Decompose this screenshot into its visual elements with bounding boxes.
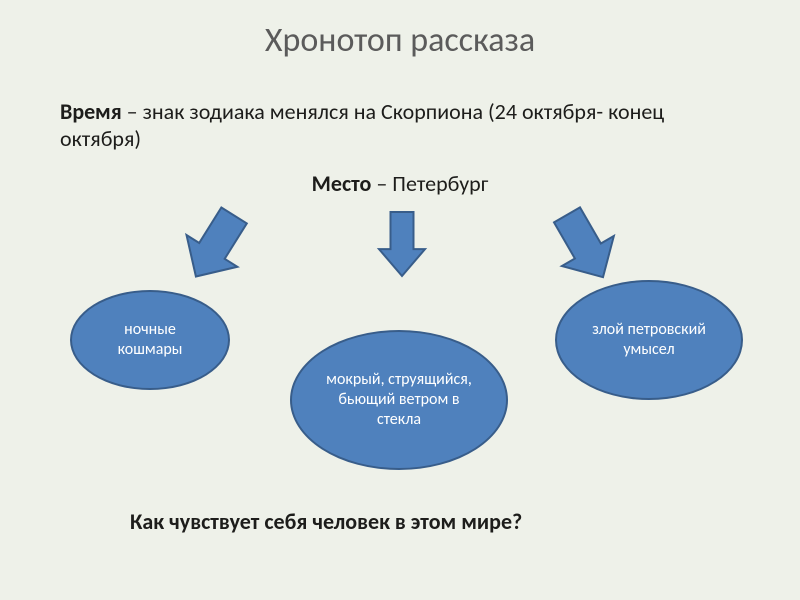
ellipse-evil-intent: злой петровский умысел [555, 280, 743, 400]
ellipse-nightmares: ночные кошмары [70, 290, 230, 390]
slide-title: Хронотоп рассказа [0, 20, 800, 61]
time-label: Время [60, 98, 122, 125]
time-line: Время – знак зодиака менялся на Скорпион… [60, 98, 750, 152]
place-line: Место – Петербург [0, 170, 800, 197]
ellipse-text: мокрый, струящийся, бьющий ветром в стек… [318, 370, 480, 430]
title-text: Хронотоп рассказа [265, 20, 535, 61]
arrow-center [379, 212, 425, 276]
arrow-left [170, 200, 259, 293]
ellipse-wet-wind: мокрый, струящийся, бьющий ветром в стек… [290, 330, 508, 470]
arrow-right [541, 200, 629, 292]
slide: Хронотоп рассказа Время – знак зодиака м… [0, 0, 800, 600]
time-text: – знак зодиака менялся на Скорпиона (24 … [60, 98, 664, 152]
ellipse-text: злой петровский умысел [583, 320, 715, 360]
place-label: Место [312, 170, 372, 197]
question-text: Как чувствует себя человек в этом мире? [130, 508, 740, 535]
question-content: Как чувствует себя человек в этом мире? [130, 508, 522, 535]
ellipse-text: ночные кошмары [90, 320, 210, 360]
place-text: – Петербург [371, 170, 488, 197]
